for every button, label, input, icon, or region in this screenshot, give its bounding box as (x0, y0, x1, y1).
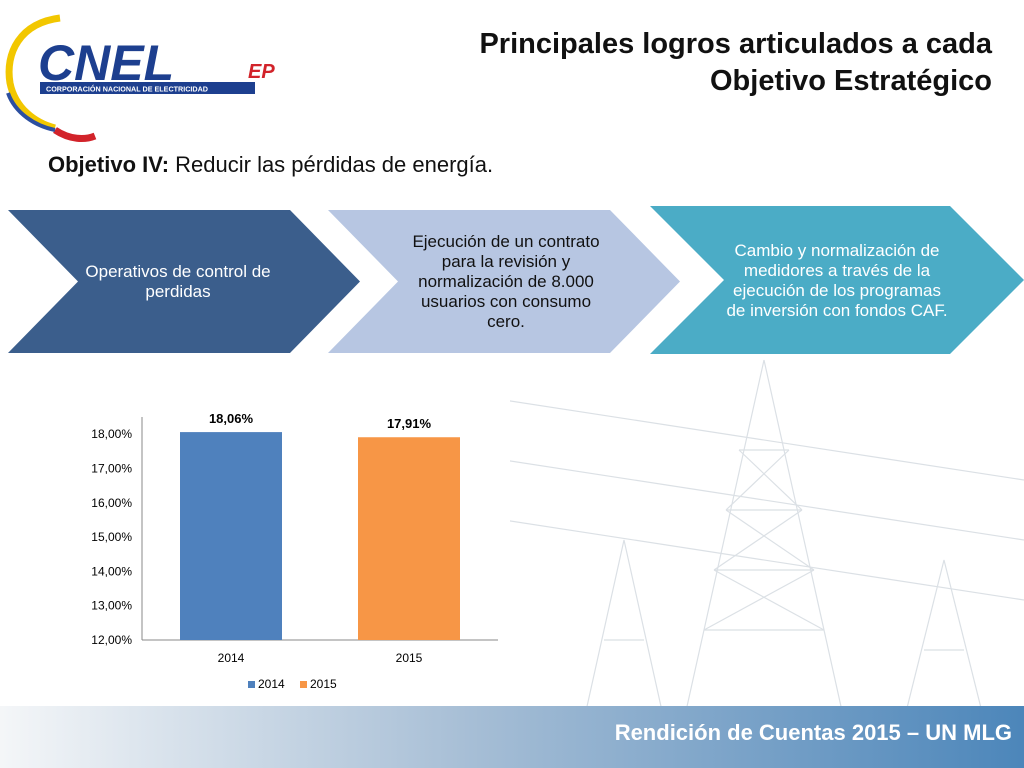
cnel-logo: CNEL EP CORPORACIÓN NACIONAL DE ELECTRIC… (5, 14, 275, 142)
logo-brand: CNEL (38, 35, 174, 91)
chevron-2-shape (328, 210, 680, 353)
y-tick-label: 13,00% (91, 599, 132, 613)
y-tick-label: 17,00% (91, 461, 132, 475)
chevron-1-shape (8, 210, 360, 353)
objective-subtitle: Objetivo IV: Reducir las pérdidas de ene… (48, 152, 493, 178)
y-tick-label: 12,00% (91, 633, 132, 647)
page-title: Principales logros articulados a cada Ob… (352, 26, 992, 100)
footer-text: Rendición de Cuentas 2015 – UN MLG (614, 720, 1012, 745)
chevron-3-shape (650, 206, 1024, 354)
logo-tagline: CORPORACIÓN NACIONAL DE ELECTRICIDAD (46, 85, 208, 94)
chevron-2-text: Ejecución de un contrato para la revisió… (412, 231, 600, 331)
legend-label-2015: 2015 (310, 677, 337, 691)
objective-text: Reducir las pérdidas de energía. (169, 152, 494, 177)
bar-2014 (180, 432, 282, 640)
y-tick-label: 15,00% (91, 530, 132, 544)
footer-bar: Rendición de Cuentas 2015 – UN MLG (0, 706, 1024, 768)
objective-label: Objetivo IV: (48, 152, 170, 177)
tower-background-icon (504, 359, 1024, 720)
x-tick-label-2014: 2014 (218, 651, 245, 665)
legend-label-2014: 2014 (258, 677, 285, 691)
chevron-1-text: Operativos de control de perdidas (85, 261, 271, 301)
y-tick-label: 18,00% (91, 427, 132, 441)
title-line-1: Principales logros articulados a cada (479, 28, 992, 60)
legend-swatch-2015 (300, 681, 307, 688)
loss-percentage-chart: 12,00% 13,00% 14,00% 15,00% 16,00% 17,00% 18,0… (60, 395, 510, 700)
data-label-2014: 18,06% (209, 411, 254, 426)
data-label-2015: 17,91% (387, 416, 432, 431)
chevron-3-text: Cambio y normalización de medidores a tr… (726, 241, 948, 320)
x-tick-label-2015: 2015 (396, 651, 423, 665)
logo-suffix: EP (248, 61, 275, 83)
y-tick-label: 14,00% (91, 564, 132, 578)
title-line-2: Objetivo Estratégico (709, 65, 992, 97)
bar-2015 (358, 437, 460, 640)
legend-swatch-2014 (248, 681, 255, 688)
y-tick-label: 16,00% (91, 496, 132, 510)
